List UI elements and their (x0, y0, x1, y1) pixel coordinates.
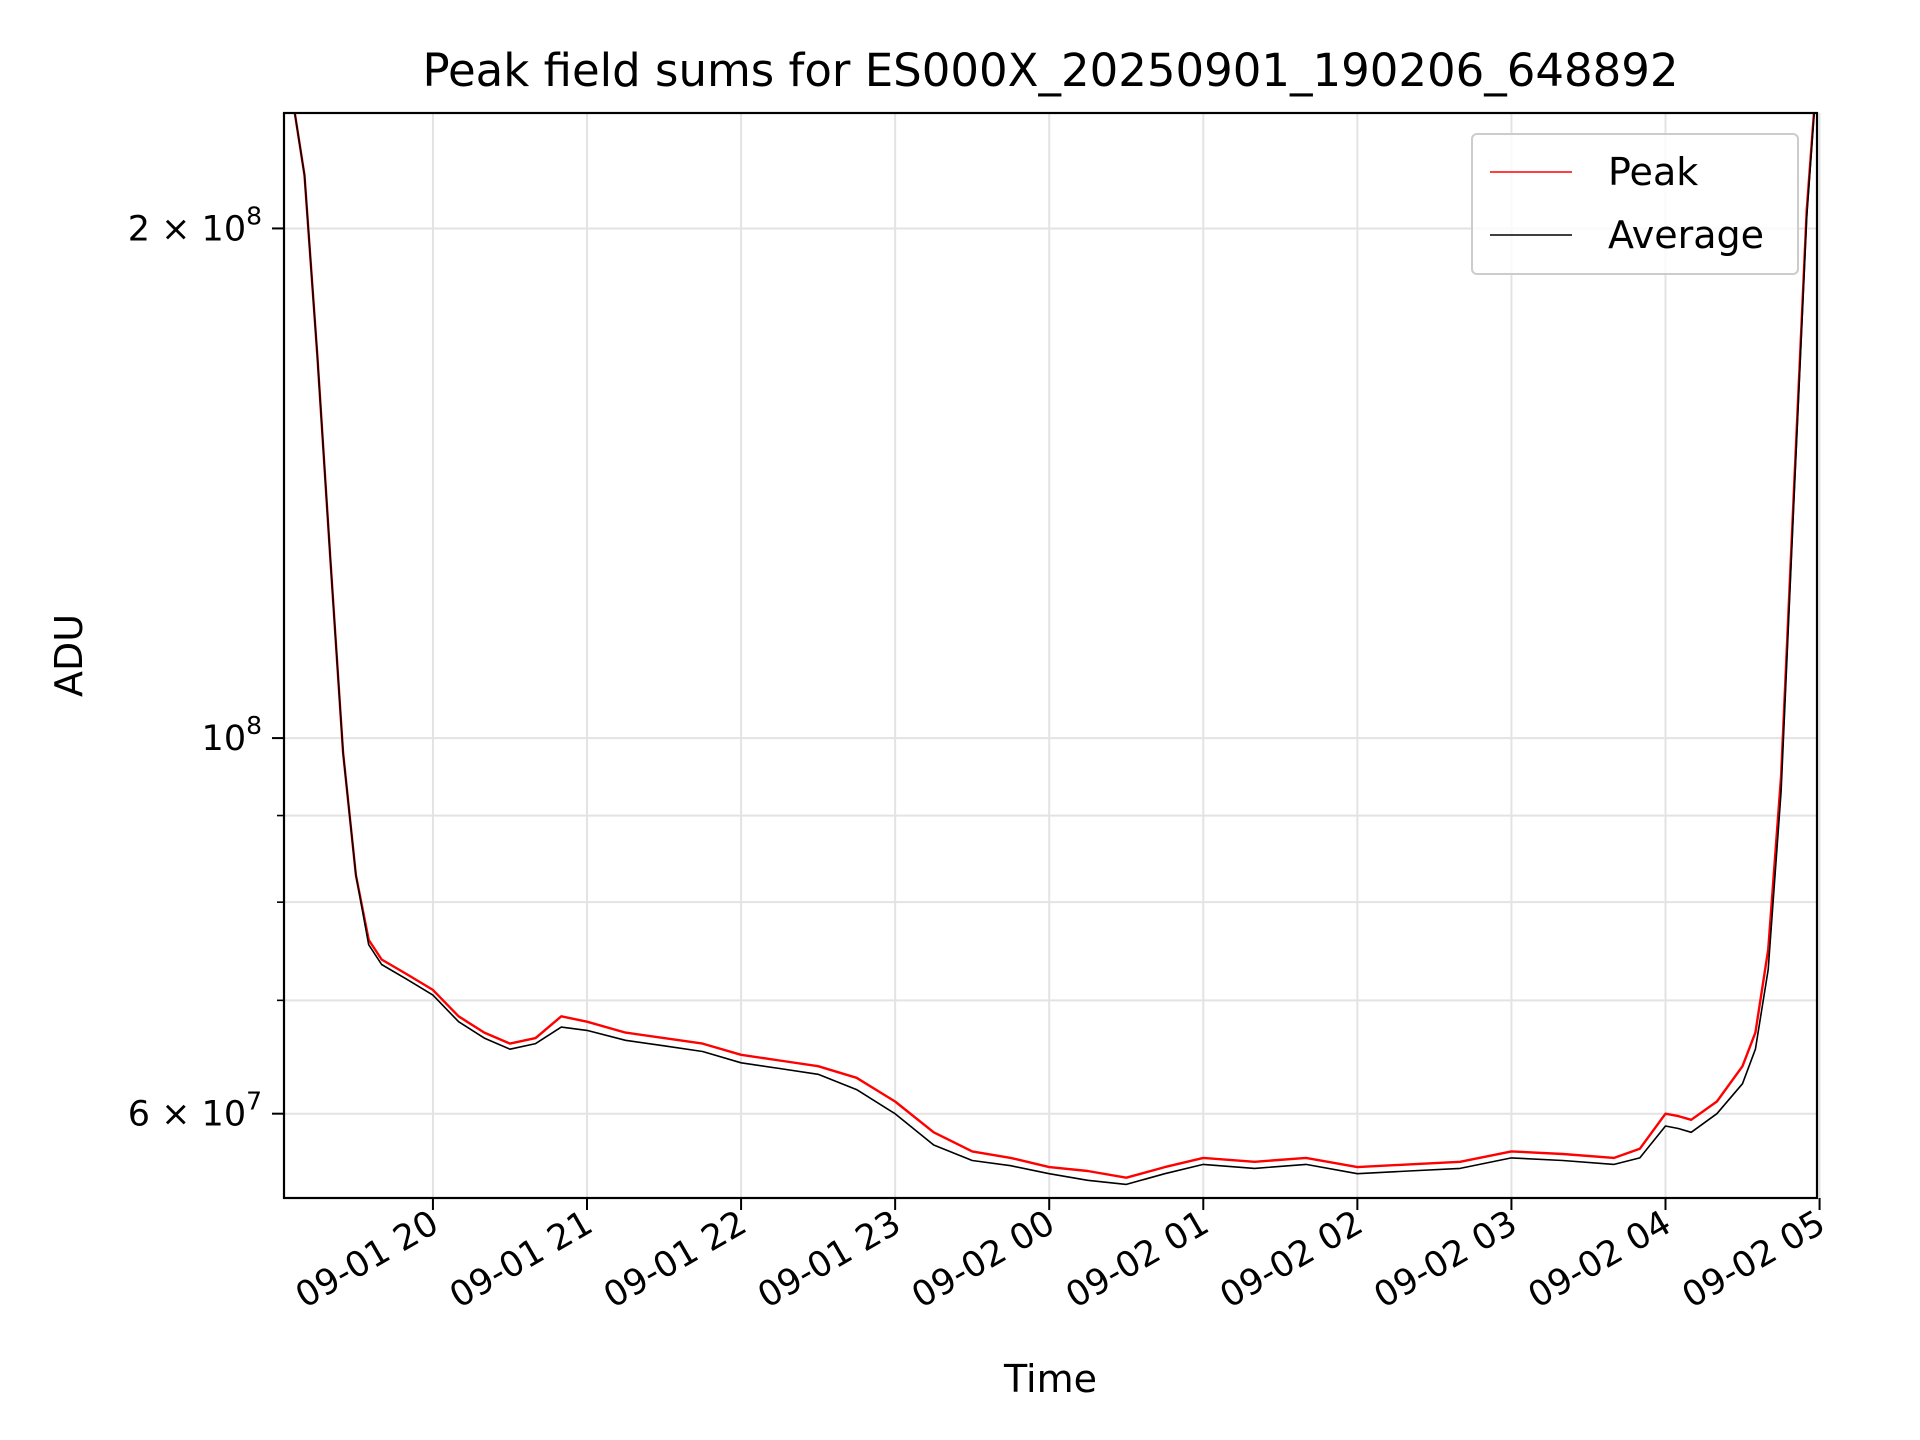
y-tick-base: 10 (202, 719, 247, 759)
y-tick-base: 2 × 10 (128, 209, 246, 249)
plot-area (293, 113, 1816, 1186)
series-layer (293, 113, 1816, 1186)
chart-title: Peak field sums for ES000X_20250901_1902… (422, 44, 1678, 97)
y-tick-exponent: 7 (246, 1087, 262, 1116)
y-tick-exponent: 8 (246, 201, 262, 230)
plot-frame (282, 111, 1819, 1200)
y-tick-exponent: 8 (246, 711, 262, 740)
y-axis-title: ADU (47, 614, 91, 697)
y-tick-label: 108 (202, 711, 262, 759)
grid (284, 113, 1821, 1198)
legend-label-peak: Peak (1608, 150, 1698, 194)
legend-label-average: Average (1608, 213, 1764, 257)
series-line-peak (293, 113, 1816, 1179)
y-tick-label: 2 × 108 (128, 201, 262, 249)
series-line-average (293, 113, 1815, 1186)
legend: Peak Average (1471, 133, 1799, 275)
legend-box (1471, 133, 1799, 275)
x-axis-title: Time (1003, 1357, 1097, 1401)
y-tick-label: 6 × 107 (128, 1087, 262, 1135)
y-tick-base: 6 × 10 (128, 1095, 246, 1135)
